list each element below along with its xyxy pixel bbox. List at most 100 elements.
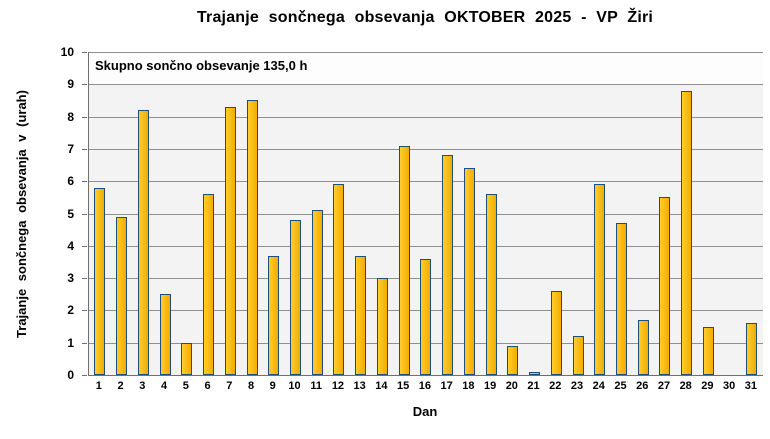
bar-day-27 bbox=[659, 197, 671, 375]
x-tick-label-27: 27 bbox=[657, 380, 671, 392]
bar-slot-day-22 bbox=[545, 52, 567, 375]
y-tick-label-10: 10 bbox=[60, 45, 74, 59]
y-tick-mark-0 bbox=[82, 375, 87, 376]
gridline-4 bbox=[89, 245, 763, 247]
bar-day-15 bbox=[398, 145, 410, 375]
bar-day-4 bbox=[159, 294, 171, 375]
gridline-7 bbox=[89, 148, 763, 150]
bar-slot-day-11 bbox=[306, 52, 328, 375]
bar-day-29 bbox=[702, 326, 714, 375]
bar-day-21 bbox=[529, 371, 541, 375]
bar-slot-day-31 bbox=[741, 52, 763, 375]
y-tick-mark-6 bbox=[82, 181, 87, 183]
x-tick-label-8: 8 bbox=[247, 380, 255, 392]
bar-day-7 bbox=[224, 106, 236, 375]
bar-slot-day-27 bbox=[654, 52, 676, 375]
bar-day-28 bbox=[681, 90, 693, 375]
chart-title: Trajanje sončnega obsevanja OKTOBER 2025… bbox=[196, 9, 654, 26]
gridline-8 bbox=[89, 116, 763, 118]
y-tick-mark-8 bbox=[82, 116, 87, 118]
bar-day-17 bbox=[442, 155, 454, 375]
bar-slot-day-15 bbox=[393, 52, 415, 375]
y-tick-label-3: 3 bbox=[67, 271, 74, 286]
plot-area: Skupno sončno obsevanje 135,0 h bbox=[88, 52, 763, 376]
bar-slot-day-9 bbox=[263, 52, 285, 375]
x-tick-label-26: 26 bbox=[636, 380, 649, 392]
x-tick-label-2: 2 bbox=[117, 380, 124, 392]
bar-slot-day-5 bbox=[176, 52, 198, 375]
x-tick-label-6: 6 bbox=[204, 380, 211, 392]
bar-slot-day-16 bbox=[415, 52, 437, 375]
x-tick-label-31: 31 bbox=[744, 380, 758, 392]
bar-slot-day-23 bbox=[567, 52, 589, 375]
gridline-5 bbox=[89, 213, 763, 215]
x-tick-label-30: 30 bbox=[723, 380, 736, 392]
bar-day-24 bbox=[594, 184, 606, 375]
x-axis-title: Dan bbox=[412, 404, 438, 419]
bar-slot-day-3 bbox=[132, 52, 154, 375]
bar-day-12 bbox=[333, 184, 345, 375]
y-tick-label-0: 0 bbox=[67, 368, 74, 382]
x-tick-label-24: 24 bbox=[592, 380, 605, 392]
bar-slot-day-13 bbox=[350, 52, 372, 375]
bar-day-26 bbox=[637, 320, 649, 375]
x-tick-label-5: 5 bbox=[182, 380, 189, 392]
y-tick-label-7: 7 bbox=[67, 141, 74, 156]
y-tick-mark-3 bbox=[82, 278, 87, 280]
y-tick-mark-10 bbox=[82, 52, 87, 53]
bar-slot-day-4 bbox=[154, 52, 176, 375]
bar-day-19 bbox=[485, 194, 497, 375]
x-tick-label-10: 10 bbox=[288, 380, 301, 392]
y-tick-label-8: 8 bbox=[67, 109, 74, 124]
bar-slot-day-14 bbox=[372, 52, 394, 375]
bar-day-22 bbox=[550, 291, 562, 375]
x-tick-label-7: 7 bbox=[226, 380, 233, 392]
bar-slot-day-26 bbox=[632, 52, 654, 375]
bar-day-14 bbox=[376, 278, 388, 375]
bar-slot-day-10 bbox=[285, 52, 307, 375]
x-tick-label-28: 28 bbox=[679, 380, 692, 392]
bar-slot-day-6 bbox=[198, 52, 220, 375]
gridline-6 bbox=[89, 181, 763, 183]
bar-slot-day-24 bbox=[589, 52, 611, 375]
bar-day-9 bbox=[268, 255, 280, 375]
x-tick-label-29: 29 bbox=[701, 380, 714, 392]
bar-slot-day-29 bbox=[698, 52, 720, 375]
bar-day-10 bbox=[289, 219, 301, 375]
bar-slot-day-28 bbox=[676, 52, 698, 375]
y-tick-label-4: 4 bbox=[67, 238, 74, 253]
x-tick-label-20: 20 bbox=[505, 380, 518, 392]
y-tick-mark-2 bbox=[82, 310, 87, 312]
bar-slot-day-2 bbox=[111, 52, 133, 375]
bar-day-23 bbox=[572, 336, 584, 375]
bar-day-18 bbox=[463, 168, 475, 375]
bar-slot-day-20 bbox=[502, 52, 524, 375]
bar-day-20 bbox=[507, 345, 519, 375]
y-tick-label-1: 1 bbox=[67, 335, 74, 350]
bar-slot-day-25 bbox=[611, 52, 633, 375]
bar-slot-day-7 bbox=[219, 52, 241, 375]
bar-slot-day-17 bbox=[437, 52, 459, 375]
x-tick-label-18: 18 bbox=[462, 380, 475, 392]
x-tick-label-15: 15 bbox=[397, 380, 410, 392]
x-tick-label-23: 23 bbox=[570, 380, 584, 392]
bar-slot-day-8 bbox=[241, 52, 263, 375]
bar-day-2 bbox=[116, 216, 128, 375]
x-tick-label-9: 9 bbox=[269, 380, 276, 392]
y-axis: 0 1 2 3 4 5 6 7 8 9 10 bbox=[0, 45, 88, 382]
y-tick-label-5: 5 bbox=[67, 206, 74, 221]
y-tick-mark-4 bbox=[82, 245, 87, 247]
bar-day-6 bbox=[203, 194, 215, 375]
y-tick-mark-7 bbox=[82, 148, 87, 150]
bar-day-1 bbox=[94, 187, 106, 375]
bar-day-5 bbox=[181, 342, 193, 375]
x-axis-labels: 1 2 3 4 5 6 7 8 9 10 11 12 13 14 15 16 17 18 19 20 21 22 23 24 2… bbox=[88, 380, 762, 392]
x-tick-label-3: 3 bbox=[139, 380, 146, 392]
bar-day-16 bbox=[420, 258, 432, 375]
bar-day-31 bbox=[746, 323, 758, 375]
bar-day-11 bbox=[311, 210, 323, 375]
x-tick-label-17: 17 bbox=[440, 380, 453, 392]
bar-day-25 bbox=[615, 223, 627, 375]
x-tick-label-13: 13 bbox=[353, 380, 366, 392]
